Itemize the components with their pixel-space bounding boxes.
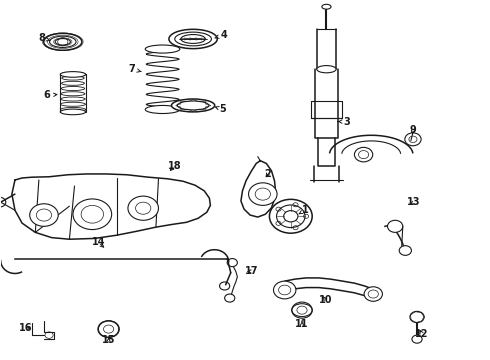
- Text: 7: 7: [129, 64, 141, 74]
- Ellipse shape: [172, 99, 215, 112]
- Circle shape: [30, 204, 58, 226]
- Ellipse shape: [169, 29, 217, 49]
- Circle shape: [399, 246, 412, 255]
- Circle shape: [73, 199, 112, 230]
- Text: 6: 6: [43, 90, 57, 100]
- Circle shape: [405, 133, 421, 146]
- Text: 18: 18: [168, 161, 182, 171]
- Circle shape: [270, 199, 312, 233]
- Circle shape: [227, 258, 237, 267]
- Text: 2: 2: [265, 169, 271, 179]
- Ellipse shape: [145, 45, 180, 53]
- Circle shape: [128, 196, 158, 220]
- Circle shape: [98, 321, 119, 337]
- Text: 12: 12: [416, 329, 429, 339]
- Text: 13: 13: [407, 197, 421, 207]
- Text: 4: 4: [215, 30, 227, 40]
- Text: 3: 3: [338, 117, 350, 127]
- Text: 1: 1: [299, 205, 308, 215]
- Text: 14: 14: [92, 238, 105, 247]
- Circle shape: [224, 294, 235, 302]
- Circle shape: [364, 287, 382, 301]
- Circle shape: [412, 335, 422, 343]
- Circle shape: [292, 302, 312, 318]
- Ellipse shape: [60, 72, 86, 77]
- Ellipse shape: [60, 109, 86, 115]
- Circle shape: [354, 147, 373, 162]
- Circle shape: [273, 281, 296, 299]
- Text: 11: 11: [295, 319, 309, 329]
- Text: 8: 8: [38, 33, 50, 43]
- Ellipse shape: [49, 36, 76, 48]
- Text: 15: 15: [102, 335, 115, 345]
- Ellipse shape: [175, 32, 211, 46]
- Ellipse shape: [44, 33, 82, 50]
- Ellipse shape: [317, 66, 336, 73]
- Ellipse shape: [322, 4, 331, 9]
- Text: 5: 5: [216, 104, 226, 114]
- Circle shape: [248, 183, 277, 206]
- Ellipse shape: [145, 105, 180, 113]
- Text: 10: 10: [318, 295, 332, 305]
- Text: 16: 16: [20, 323, 33, 333]
- Circle shape: [410, 311, 424, 323]
- Circle shape: [388, 220, 403, 233]
- Text: 9: 9: [410, 125, 416, 135]
- Ellipse shape: [177, 101, 209, 110]
- Text: 17: 17: [245, 266, 259, 276]
